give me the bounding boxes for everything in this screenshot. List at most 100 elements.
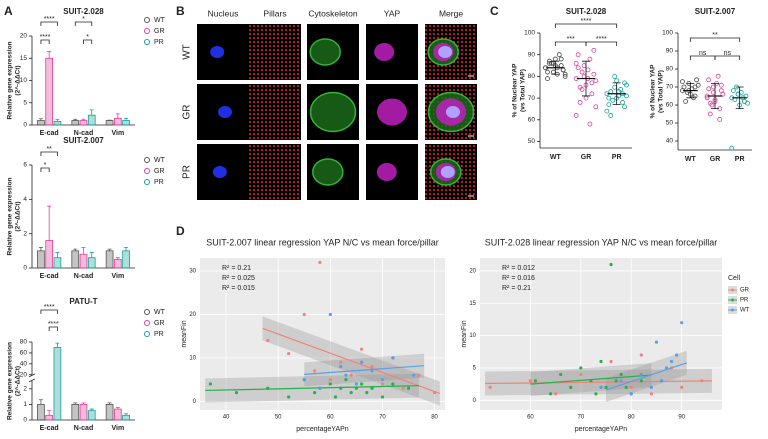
error-bar bbox=[81, 247, 86, 255]
x-tick-label: 80 bbox=[431, 415, 438, 421]
x-tick-label: GR bbox=[710, 156, 721, 163]
data-point bbox=[711, 84, 716, 90]
data-point bbox=[365, 391, 369, 395]
image-grid: Nucleus Pillars Cytoskeleton YAP Merge WT GR PR bbox=[182, 8, 477, 200]
legend-marker bbox=[144, 157, 150, 163]
y-tick-label: 0 bbox=[23, 122, 27, 129]
data-point bbox=[545, 69, 550, 75]
bar bbox=[105, 403, 114, 421]
sd-bar bbox=[735, 86, 744, 109]
significance-label: * bbox=[86, 34, 89, 41]
y-tick-label: 70 bbox=[666, 84, 674, 91]
r2-label: R² = 0.21 bbox=[222, 265, 251, 272]
data-point bbox=[608, 113, 614, 118]
data-point bbox=[560, 67, 566, 73]
data-point bbox=[234, 391, 239, 395]
y-tick-label: 20 bbox=[20, 33, 28, 40]
legend-marker bbox=[144, 309, 150, 315]
data-point bbox=[707, 100, 713, 106]
y-tick-label: 100 bbox=[662, 30, 673, 37]
r2-label: R² = 0.016 bbox=[502, 275, 535, 282]
bar bbox=[53, 257, 62, 269]
column-header: Cytoskeleton bbox=[308, 8, 357, 18]
bar bbox=[71, 403, 80, 421]
error-bar bbox=[115, 257, 120, 260]
y-tick-label: 10 bbox=[469, 333, 476, 339]
data-point bbox=[681, 84, 687, 90]
significance-label: ** bbox=[46, 146, 52, 153]
significance-label: **** bbox=[44, 16, 55, 23]
row-label: WT bbox=[182, 44, 193, 60]
data-point bbox=[591, 47, 597, 53]
y-axis-label: (vs Total YAP) bbox=[658, 70, 665, 113]
error-bar bbox=[124, 413, 129, 416]
bar bbox=[122, 120, 130, 126]
x-tick-label: 60 bbox=[327, 415, 334, 421]
r2-label: R² = 0.21 bbox=[502, 285, 531, 292]
error-bar bbox=[115, 113, 120, 119]
data-point bbox=[488, 385, 492, 389]
data-point bbox=[562, 73, 568, 79]
y-tick-label: 60 bbox=[20, 350, 28, 357]
legend-label: GR bbox=[154, 168, 165, 175]
y-tick-label: 0 bbox=[193, 399, 197, 405]
error-bar bbox=[89, 109, 94, 116]
y-axis-label: (2^-ΔΔCt) bbox=[14, 201, 22, 231]
data-point bbox=[391, 382, 395, 386]
data-point bbox=[533, 379, 538, 383]
data-point bbox=[412, 373, 416, 377]
chart-title: SUIT-2.028 linear regression YAP N/C vs … bbox=[485, 237, 718, 247]
data-point bbox=[614, 78, 620, 84]
error-bar bbox=[55, 342, 60, 348]
regression-line bbox=[485, 380, 712, 385]
x-tick-label: GR bbox=[581, 154, 592, 161]
error-bar bbox=[124, 117, 129, 121]
data-point bbox=[599, 385, 603, 389]
x-axis-label: percentageYAPn bbox=[575, 426, 628, 433]
chart-title: PATU-T bbox=[69, 297, 97, 306]
data-point bbox=[579, 69, 585, 75]
y-tick-label: 20 bbox=[189, 312, 196, 318]
data-point bbox=[619, 379, 623, 383]
data-point bbox=[608, 89, 614, 94]
x-tick-label: 70 bbox=[379, 415, 386, 421]
data-point bbox=[370, 386, 374, 390]
plot-background bbox=[200, 258, 445, 410]
legend-title: Cell bbox=[728, 275, 741, 282]
chart-title: SUIT-2.007 bbox=[695, 7, 736, 16]
x-tick-label: E-cad bbox=[40, 273, 59, 280]
data-point bbox=[579, 366, 583, 370]
column-header: Nucleus bbox=[208, 8, 239, 18]
y-axis-label: Relative gene expression bbox=[7, 342, 14, 420]
nucleus bbox=[212, 166, 227, 178]
y-tick-label: 40 bbox=[20, 361, 28, 368]
error-bar bbox=[89, 408, 94, 411]
data-point bbox=[287, 395, 291, 399]
legend-label: WT bbox=[740, 308, 750, 314]
nucleus bbox=[210, 46, 225, 58]
legend-marker bbox=[144, 179, 150, 185]
error-bar bbox=[124, 247, 129, 251]
data-point bbox=[587, 121, 593, 127]
error-bar bbox=[38, 118, 43, 121]
y-tick-label: 70 bbox=[528, 95, 536, 102]
legend-label: PR bbox=[154, 39, 164, 46]
error-bar bbox=[73, 248, 78, 251]
data-point bbox=[593, 78, 599, 84]
data-point bbox=[583, 95, 589, 101]
significance-label: **** bbox=[44, 304, 55, 311]
cytoskeleton bbox=[309, 91, 357, 133]
data-point bbox=[344, 378, 348, 382]
y-tick-label: 10 bbox=[189, 355, 196, 361]
data-point bbox=[619, 372, 623, 377]
data-point bbox=[528, 379, 533, 383]
significance-label: * bbox=[82, 16, 85, 23]
row-label: GR bbox=[182, 105, 193, 120]
sd-bar bbox=[686, 83, 695, 99]
r2-label: R² = 0.025 bbox=[222, 275, 255, 282]
y-tick-label: 6 bbox=[23, 162, 27, 169]
bar bbox=[37, 120, 45, 126]
legend-marker bbox=[731, 298, 734, 302]
data-point bbox=[639, 379, 643, 383]
x-tick-label: PR bbox=[612, 154, 622, 161]
